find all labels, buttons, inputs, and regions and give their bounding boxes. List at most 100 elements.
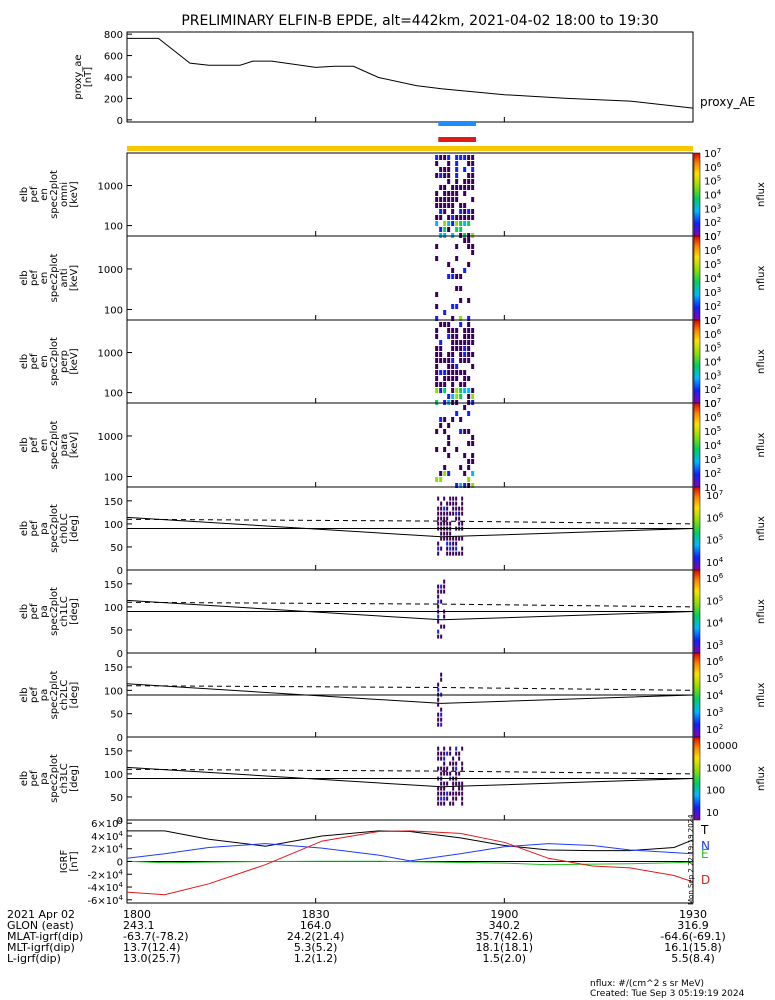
spectrogram-pixel bbox=[443, 167, 447, 172]
colorbar-tick-label: 10000 bbox=[706, 741, 738, 752]
colorbar-tick-label: 106 bbox=[706, 511, 724, 524]
spectrogram-pixel bbox=[455, 155, 459, 160]
colorbar-tick-label: 104 bbox=[704, 356, 722, 369]
spectrogram-pixel bbox=[463, 340, 467, 345]
colorbar-tick-label: 105 bbox=[706, 672, 723, 685]
spectrogram-pixel bbox=[467, 238, 471, 243]
spectrogram-pixel bbox=[446, 751, 449, 756]
ylabel-word: elb bbox=[19, 437, 30, 452]
ylabel-word: elb bbox=[19, 687, 30, 702]
spectrogram-pixel bbox=[443, 796, 446, 801]
spectrogram-pixel bbox=[451, 191, 455, 196]
spectrogram-pixel bbox=[447, 435, 451, 440]
spectrogram-pixel bbox=[463, 179, 467, 184]
spectrogram-pixel bbox=[451, 388, 455, 393]
colorbar-tick-label: 102 bbox=[704, 467, 721, 480]
ylabel-word: [deg] bbox=[69, 765, 80, 792]
spectrogram-pixel bbox=[467, 179, 471, 184]
spectrogram-pixel bbox=[443, 370, 447, 375]
panel-frame bbox=[126, 235, 694, 321]
spectrogram-pixel bbox=[447, 352, 451, 357]
spectrogram-pixel bbox=[437, 717, 440, 722]
spectrogram-pixel bbox=[463, 346, 467, 351]
spectrogram-pixel bbox=[437, 801, 440, 806]
spectrogram-pixel bbox=[452, 546, 455, 551]
spectrogram-pixel bbox=[455, 161, 459, 166]
colorbar-tick-label: 106 bbox=[704, 411, 722, 424]
colorbar-tick-label: 105 bbox=[704, 342, 721, 355]
spectrogram-pixel bbox=[451, 417, 455, 422]
y-tick-label: 50 bbox=[110, 626, 123, 637]
spectrogram-pixel bbox=[459, 298, 463, 303]
spectrogram-pixel bbox=[471, 483, 475, 488]
panel-elb_pef_pa_spec2plot_ch1LC: 0 50 100 150 elb pef pa spec2plot ch1LC [deg] 103 1… bbox=[19, 569, 767, 660]
spectrogram-pixel bbox=[449, 771, 452, 776]
spectrogram-pixel bbox=[471, 328, 475, 333]
y-tick-label: 1000 bbox=[98, 182, 123, 193]
spectrogram-pixel bbox=[471, 161, 475, 166]
spectrogram-pixel bbox=[471, 334, 475, 339]
spectrogram-pixel bbox=[467, 477, 471, 482]
colorbar-tick-label: 106 bbox=[704, 328, 722, 341]
spectrogram-pixel bbox=[449, 801, 452, 806]
spectrogram-pixel bbox=[455, 536, 458, 541]
spectrogram-pixel bbox=[440, 589, 443, 594]
spectrogram-pixel bbox=[437, 511, 440, 516]
panel-proxy-ae: 0 200 400 600 800 proxy_ae [nT] proxy_AE bbox=[73, 30, 755, 127]
spectrogram-pixel bbox=[447, 167, 451, 172]
spectrogram-pixel bbox=[463, 388, 467, 393]
colorbar-tick-label: 103 bbox=[706, 639, 723, 652]
colorbar-tick-label: 103 bbox=[706, 706, 723, 719]
spectrogram-pixel bbox=[440, 771, 443, 776]
spectrogram-pixel bbox=[443, 382, 447, 387]
y-tick-label: -6×104 bbox=[87, 894, 123, 907]
spectrogram-pixel bbox=[471, 215, 475, 220]
spectrogram-pixel bbox=[437, 697, 440, 702]
loss-cone-line bbox=[126, 683, 694, 704]
spectrogram-pixel bbox=[447, 376, 451, 381]
spectrogram-pixel bbox=[440, 796, 443, 801]
spectrogram-pixel bbox=[459, 322, 463, 327]
y-tick-label: 0 bbox=[117, 816, 123, 827]
spectrogram-pixel bbox=[443, 531, 446, 536]
xaxis-row-value: 243.1 bbox=[123, 919, 155, 932]
spectrogram-pixel bbox=[467, 465, 471, 470]
spectrogram-pixel bbox=[439, 167, 443, 172]
ylabel-word: elb bbox=[19, 270, 30, 285]
colorbar-tick-label: 102 bbox=[704, 216, 721, 229]
y-tick-label: 4×104 bbox=[91, 830, 123, 843]
spectrogram-pixel bbox=[449, 551, 452, 556]
spectrogram-pixel bbox=[467, 322, 471, 327]
spectrogram-pixel bbox=[452, 791, 455, 796]
loss-cone-line bbox=[126, 516, 694, 538]
spectrogram-pixel bbox=[452, 536, 455, 541]
ylabel-elb_pef_pa_spec2plot_ch3LC: elb pef pa spec2plot ch3LC [deg] bbox=[19, 754, 80, 803]
spectrogram-pixel bbox=[447, 197, 451, 202]
spectrogram-pixel bbox=[452, 496, 455, 501]
spectrogram-pixel bbox=[435, 346, 439, 351]
spectrogram-pixel bbox=[449, 751, 452, 756]
ylabel-word: perp bbox=[59, 350, 70, 373]
spectrogram-pixel bbox=[447, 328, 451, 333]
spectrogram-pixel bbox=[451, 316, 455, 321]
spectrogram-pixel bbox=[440, 624, 443, 629]
y-tick-label: 50 bbox=[110, 710, 123, 721]
spectrogram-pixel bbox=[463, 155, 467, 160]
ylabel-elb_pef_pa_spec2plot_ch1LC: elb pef pa spec2plot ch1LC [deg] bbox=[19, 587, 80, 636]
spectrogram-pixel bbox=[440, 511, 443, 516]
spectrogram-pixel bbox=[458, 786, 461, 791]
colorbar-tick-label: 104 bbox=[704, 272, 722, 285]
igrf-ylabel: IGRF [nT] bbox=[59, 850, 80, 874]
spectrogram-pixel bbox=[459, 155, 463, 160]
spectrogram-pixel bbox=[455, 746, 458, 751]
spectrogram-pixel bbox=[471, 388, 475, 393]
ylabel-word: [nT] bbox=[69, 851, 80, 871]
spectrogram-pixel bbox=[452, 756, 455, 761]
loss-cone-line bbox=[126, 599, 694, 621]
spectrogram-pixel bbox=[455, 506, 458, 511]
spectrogram-pixel bbox=[455, 185, 459, 190]
y-tick-label: 100 bbox=[104, 389, 123, 400]
spectrogram-pixel bbox=[458, 791, 461, 796]
